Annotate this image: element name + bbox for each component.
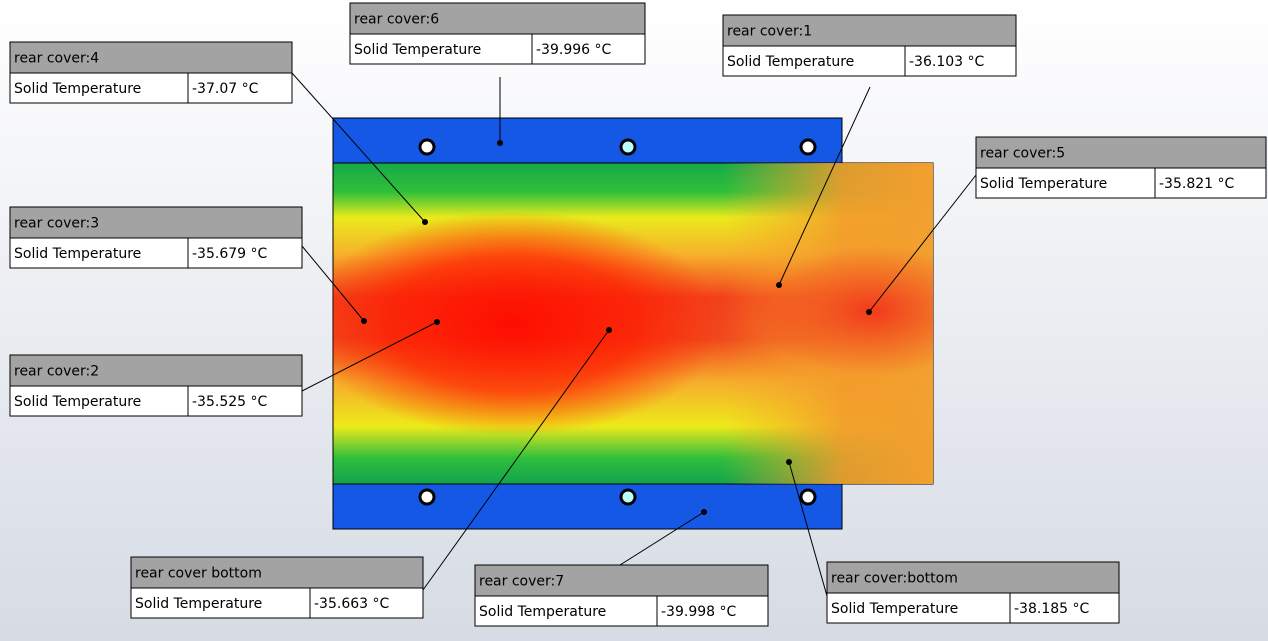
probe-name: rear cover:bottom xyxy=(831,571,958,587)
probe-value: -38.185 °C xyxy=(1014,601,1089,617)
probe-name: rear cover:6 xyxy=(354,12,439,28)
probe-point xyxy=(776,282,782,288)
probe-name: rear cover bottom xyxy=(135,566,262,582)
probe-name: rear cover:1 xyxy=(727,24,812,40)
probe-value: -37.07 °C xyxy=(192,81,259,97)
probe-label: Solid Temperature xyxy=(14,246,141,262)
probe-value: -35.525 °C xyxy=(192,394,267,410)
probe-point xyxy=(361,318,367,324)
probe-label: Solid Temperature xyxy=(980,176,1107,192)
probe-label: Solid Temperature xyxy=(479,604,606,620)
probe-name: rear cover:3 xyxy=(14,216,99,232)
probe-value: -35.679 °C xyxy=(192,246,267,262)
viewport: rear cover:4 Solid Temperature -37.07 °C re… xyxy=(0,0,1268,641)
probe-value: -39.998 °C xyxy=(661,604,736,620)
probe-label: Solid Temperature xyxy=(354,42,481,58)
probe-point xyxy=(497,140,503,146)
bottom-strip xyxy=(333,484,842,529)
probe-label: Solid Temperature xyxy=(727,54,854,70)
probe-point xyxy=(866,309,872,315)
top-strip xyxy=(333,118,842,163)
probe-name: rear cover:4 xyxy=(14,51,99,67)
probe-point xyxy=(701,509,707,515)
probe-value: -35.821 °C xyxy=(1159,176,1234,192)
probe-label: Solid Temperature xyxy=(14,81,141,97)
probe-point xyxy=(422,219,428,225)
probe-name: rear cover:2 xyxy=(14,364,99,380)
heat-overlay xyxy=(333,163,933,484)
probe-value: -39.996 °C xyxy=(536,42,611,58)
probe-label: Solid Temperature xyxy=(135,596,262,612)
probe-name: rear cover:7 xyxy=(479,574,564,590)
probe-value: -35.663 °C xyxy=(314,596,389,612)
probe-label: Solid Temperature xyxy=(14,394,141,410)
probe-point xyxy=(606,327,612,333)
probe-label: Solid Temperature xyxy=(831,601,958,617)
probe-value: -36.103 °C xyxy=(909,54,984,70)
probe-name: rear cover:5 xyxy=(980,146,1065,162)
probe-point xyxy=(434,319,440,325)
probe-point xyxy=(786,459,792,465)
